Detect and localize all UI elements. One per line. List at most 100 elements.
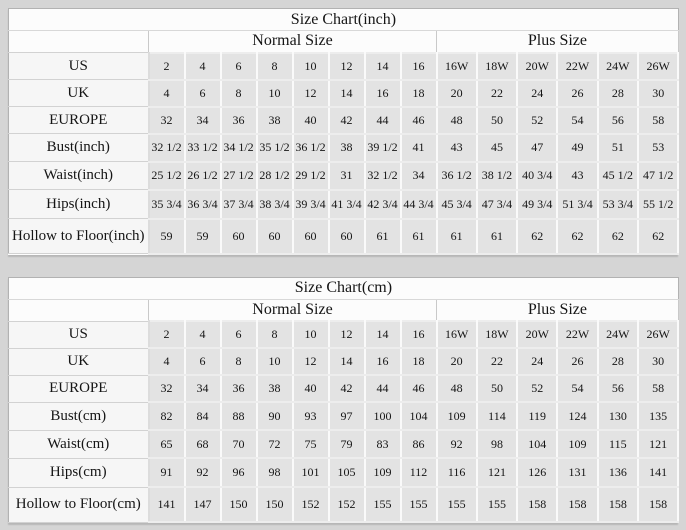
size-cell: 22 bbox=[475, 347, 519, 376]
size-cell: 45 1/2 bbox=[596, 160, 639, 191]
size-cell: 16 bbox=[363, 347, 402, 376]
table-row: Hollow to Floor(inch) 59 59 60 60 60 60 61 61 61 6… bbox=[8, 217, 680, 255]
size-cell: 22W bbox=[556, 320, 599, 349]
size-cell: 126 bbox=[516, 457, 559, 488]
size-cell: 61 bbox=[399, 217, 438, 255]
size-cell: 65 bbox=[147, 429, 186, 459]
row-label: EUROPE bbox=[8, 374, 149, 403]
size-cell: 116 bbox=[435, 457, 478, 488]
size-chart-table-inch: Size Chart(inch) Normal Size Plus Size U… bbox=[8, 8, 680, 255]
group-header-row: Normal Size Plus Size bbox=[8, 299, 679, 322]
size-cell: 58 bbox=[636, 105, 680, 135]
size-cell: 147 bbox=[183, 486, 222, 523]
size-cell: 46 bbox=[399, 374, 438, 403]
row-label: Hips(cm) bbox=[8, 457, 149, 488]
size-cell: 4 bbox=[183, 320, 222, 349]
size-cell: 38 1/2 bbox=[475, 160, 519, 191]
size-cell: 18W bbox=[475, 51, 519, 81]
size-cell: 60 bbox=[255, 217, 294, 255]
size-cell: 42 3/4 bbox=[363, 188, 402, 220]
size-cell: 32 1/2 bbox=[147, 132, 186, 163]
size-cell: 6 bbox=[183, 347, 222, 376]
table-row: UK 4 6 8 10 12 14 16 18 20 22 24 26 28 30 bbox=[8, 347, 680, 376]
size-cell: 88 bbox=[219, 401, 258, 431]
size-cell: 152 bbox=[291, 486, 330, 523]
size-cell: 109 bbox=[556, 429, 599, 459]
size-cell: 112 bbox=[399, 457, 438, 488]
size-cell: 56 bbox=[596, 374, 639, 403]
size-cell: 26W bbox=[636, 51, 680, 81]
size-cell: 52 bbox=[516, 105, 559, 135]
size-cell: 44 bbox=[363, 374, 402, 403]
size-cell: 40 3/4 bbox=[516, 160, 559, 191]
table-row: Bust(cm) 82 84 88 90 93 97 100 104 109 114 119 124 13… bbox=[8, 401, 680, 431]
size-cell: 86 bbox=[399, 429, 438, 459]
size-cell: 54 bbox=[556, 374, 599, 403]
table-title-row: Size Chart(inch) bbox=[8, 8, 679, 31]
size-cell: 155 bbox=[435, 486, 478, 523]
group-header-normal: Normal Size bbox=[148, 299, 437, 322]
size-cell: 47 1/2 bbox=[636, 160, 680, 191]
size-cell: 42 bbox=[327, 374, 366, 403]
size-cell: 36 bbox=[219, 105, 258, 135]
size-cell: 131 bbox=[556, 457, 599, 488]
size-cell: 8 bbox=[255, 320, 294, 349]
row-label: US bbox=[8, 320, 149, 349]
size-cell: 26 bbox=[556, 78, 599, 108]
size-cell: 35 3/4 bbox=[147, 188, 186, 220]
size-chart-table-cm: Size Chart(cm) Normal Size Plus Size US 2… bbox=[8, 276, 680, 523]
size-cell: 24W bbox=[596, 51, 639, 81]
size-cell: 4 bbox=[183, 51, 222, 81]
size-cell: 34 bbox=[183, 374, 222, 403]
size-cell: 155 bbox=[399, 486, 438, 523]
table-row: Hips(inch) 35 3/4 36 3/4 37 3/4 38 3/4 39 3/4… bbox=[8, 188, 680, 220]
size-cell: 104 bbox=[516, 429, 559, 459]
size-cell: 48 bbox=[435, 374, 478, 403]
size-cell: 4 bbox=[147, 347, 186, 376]
size-cell: 12 bbox=[291, 78, 330, 108]
size-cell: 41 bbox=[399, 132, 438, 163]
size-cell: 135 bbox=[636, 401, 680, 431]
size-cell: 79 bbox=[327, 429, 366, 459]
table-row: Waist(inch) 25 1/2 26 1/2 27 1/2 28 1/2 29 1/… bbox=[8, 160, 680, 191]
size-cell: 39 3/4 bbox=[291, 188, 330, 220]
size-cell: 16 bbox=[399, 51, 438, 81]
size-cell: 32 bbox=[147, 374, 186, 403]
size-cell: 70 bbox=[219, 429, 258, 459]
size-cell: 130 bbox=[596, 401, 639, 431]
size-cell: 34 1/2 bbox=[219, 132, 258, 163]
size-cell: 43 bbox=[556, 160, 599, 191]
size-cell: 48 bbox=[435, 105, 478, 135]
size-cell: 124 bbox=[556, 401, 599, 431]
size-cell: 18W bbox=[475, 320, 519, 349]
size-cell: 40 bbox=[291, 105, 330, 135]
size-cell: 61 bbox=[435, 217, 478, 255]
size-cell: 62 bbox=[556, 217, 599, 255]
size-cell: 34 bbox=[399, 160, 438, 191]
size-cell: 34 bbox=[183, 105, 222, 135]
size-cell: 16W bbox=[435, 320, 478, 349]
size-cell: 10 bbox=[291, 320, 330, 349]
row-label: UK bbox=[8, 347, 149, 376]
size-cell: 56 bbox=[596, 105, 639, 135]
size-cell: 91 bbox=[147, 457, 186, 488]
group-header-plus: Plus Size bbox=[436, 30, 679, 53]
table-row: Bust(inch) 32 1/2 33 1/2 34 1/2 35 1/2 36 1/2… bbox=[8, 132, 680, 163]
size-cell: 28 1/2 bbox=[255, 160, 294, 191]
row-label: Bust(inch) bbox=[8, 133, 149, 162]
size-cell: 14 bbox=[363, 320, 402, 349]
row-label: Waist(cm) bbox=[8, 429, 149, 459]
row-label: Waist(inch) bbox=[8, 161, 149, 190]
row-label: Hollow to Floor(cm) bbox=[8, 486, 149, 523]
size-cell: 22 bbox=[475, 78, 519, 108]
size-cell: 36 1/2 bbox=[435, 160, 478, 191]
size-cell: 158 bbox=[556, 486, 599, 523]
size-cell: 8 bbox=[219, 347, 258, 376]
table-row: US 2 4 6 8 10 12 14 16 16W 18W 20W 22W 24W 26W bbox=[8, 320, 680, 349]
size-cell: 62 bbox=[636, 217, 680, 255]
size-cell: 100 bbox=[363, 401, 402, 431]
size-cell: 44 bbox=[363, 105, 402, 135]
size-cell: 18 bbox=[399, 347, 438, 376]
size-cell: 20W bbox=[516, 51, 559, 81]
size-cell: 54 bbox=[556, 105, 599, 135]
